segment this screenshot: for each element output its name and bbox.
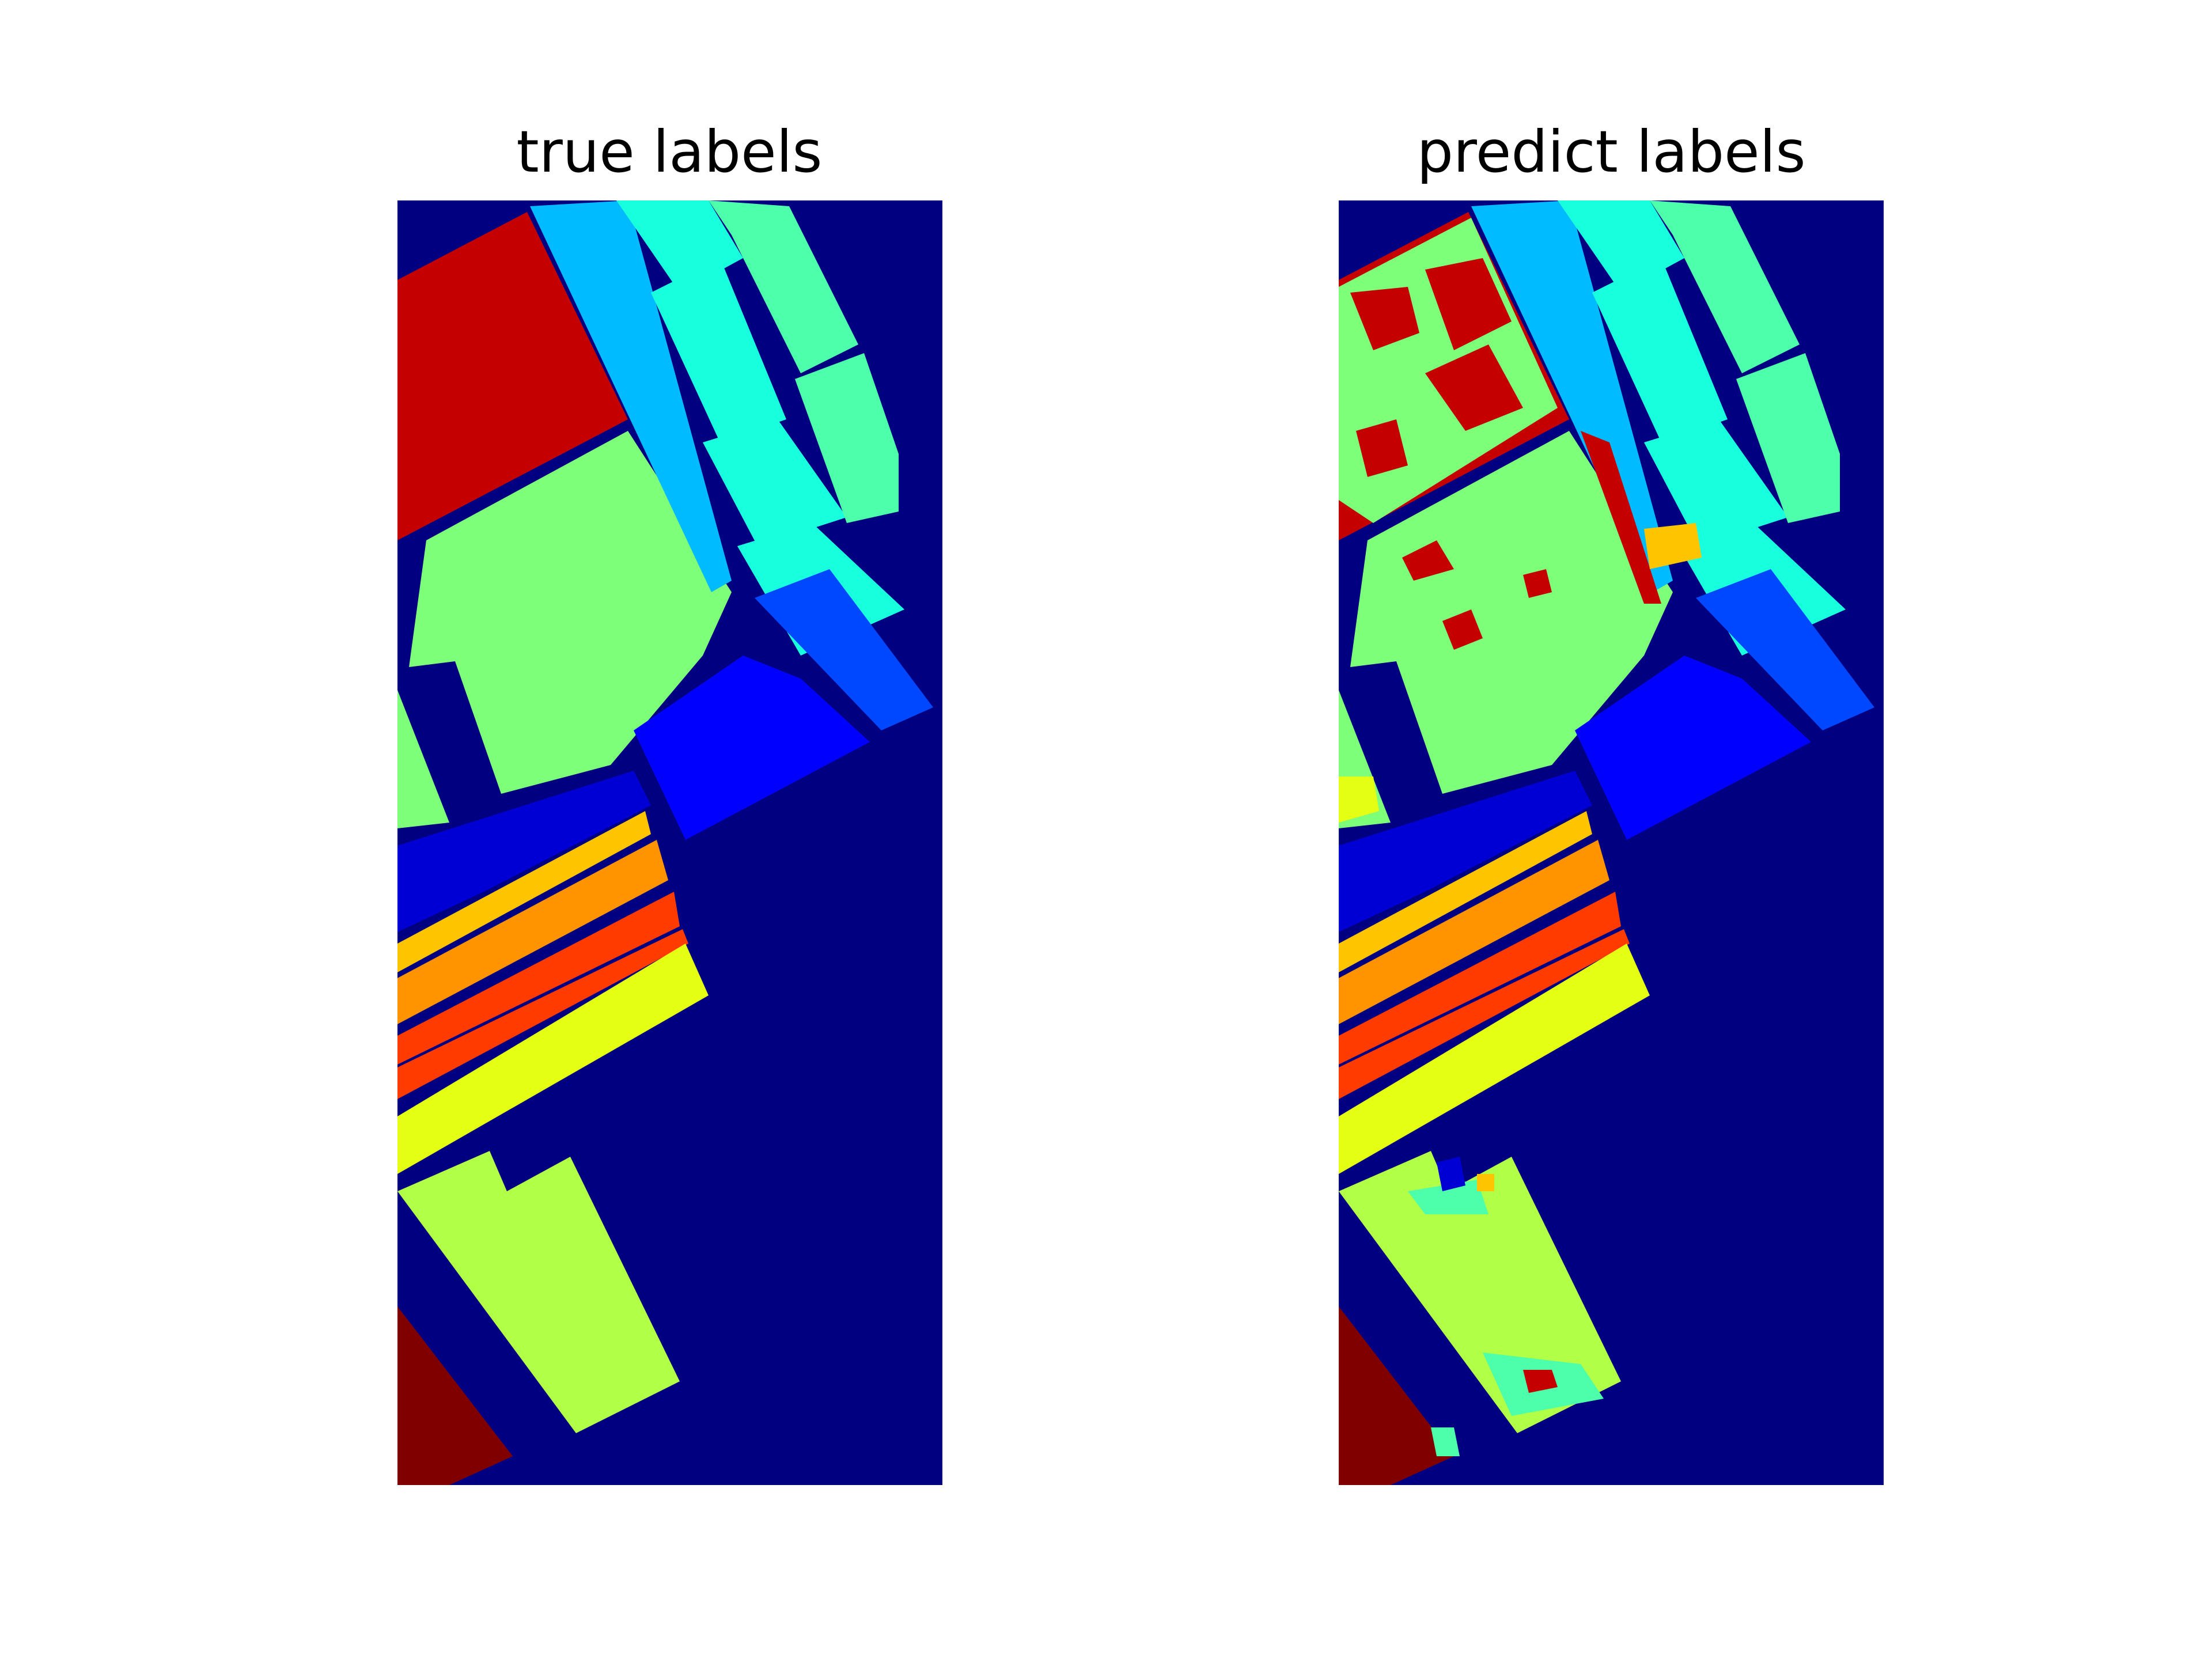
true-labels-region-class-11	[397, 840, 668, 1024]
predict-labels-region-class-13	[1350, 287, 1419, 350]
predict-labels-region-class-12	[1339, 892, 1621, 1065]
predict-labels-region-class-13	[1442, 609, 1483, 650]
true-labels-region-class-12	[397, 929, 688, 1099]
true-labels-region-class-7	[397, 690, 449, 828]
true-labels-region-class-5	[703, 419, 847, 546]
predict-labels-region-class-13	[1581, 431, 1661, 604]
true-labels-region-class-9	[397, 944, 709, 1174]
predict-labels-region-class-5	[1644, 419, 1788, 546]
predict-labels-map	[1339, 200, 1884, 1485]
predict-labels-region-class-13	[1523, 1370, 1558, 1393]
true-labels-map	[397, 200, 942, 1485]
true-labels-region-class-7	[409, 431, 732, 794]
predict-labels-region-class-9	[1339, 944, 1650, 1174]
predict-labels-region-class-1	[1437, 1157, 1465, 1191]
true-labels-region-class-6	[795, 353, 899, 523]
predict-labels-region-class-6	[1650, 200, 1800, 373]
predict-labels-region-class-6	[1408, 1180, 1488, 1214]
predict-labels-region-class-13	[1425, 344, 1523, 431]
predict-labels-region-class-1	[1339, 771, 1592, 932]
predict-labels-region-class-13	[1402, 540, 1454, 581]
chart-title-predict-labels: predict labels	[1416, 118, 1806, 185]
true-labels-region-class-2	[634, 656, 870, 840]
true-labels-region-class-3	[755, 569, 933, 730]
predict-labels-region-class-7	[1350, 431, 1673, 794]
chart-title-true-labels: true labels	[516, 118, 823, 185]
predict-labels-region-class-13	[1523, 569, 1552, 598]
predict-labels-region-class-3	[1696, 569, 1874, 730]
true-labels-region-class-1	[397, 771, 651, 932]
predict-labels-region-class-6	[1736, 353, 1840, 523]
predict-labels-region-class-2	[1575, 656, 1811, 840]
true-labels-region-class-13	[397, 212, 628, 540]
true-labels-region-class-12	[397, 892, 680, 1065]
predict-labels-region-class-14	[1339, 1306, 1454, 1485]
predict-labels-region-class-13	[1425, 258, 1512, 350]
predict-labels-region-class-10	[1644, 523, 1702, 569]
predict-labels-region-class-12	[1339, 929, 1630, 1099]
true-labels-region-class-5	[651, 258, 786, 442]
predict-labels-region-class-13	[1356, 419, 1408, 477]
predict-labels-region-class-5	[1592, 258, 1728, 442]
predict-labels-region-class-6	[1431, 1427, 1460, 1456]
true-labels-region-class-14	[397, 1306, 513, 1485]
predict-labels-region-class-10	[1339, 811, 1592, 972]
true-labels-region-class-8	[397, 1151, 680, 1433]
predict-labels-region-class-10	[1477, 1174, 1494, 1191]
true-labels-region-class-4	[530, 200, 732, 592]
predict-labels-region-class-11	[1339, 840, 1609, 1024]
true-labels-region-class-6	[709, 200, 858, 373]
true-labels-region-class-10	[397, 811, 651, 972]
predict-labels-region-class-9	[1339, 777, 1379, 823]
